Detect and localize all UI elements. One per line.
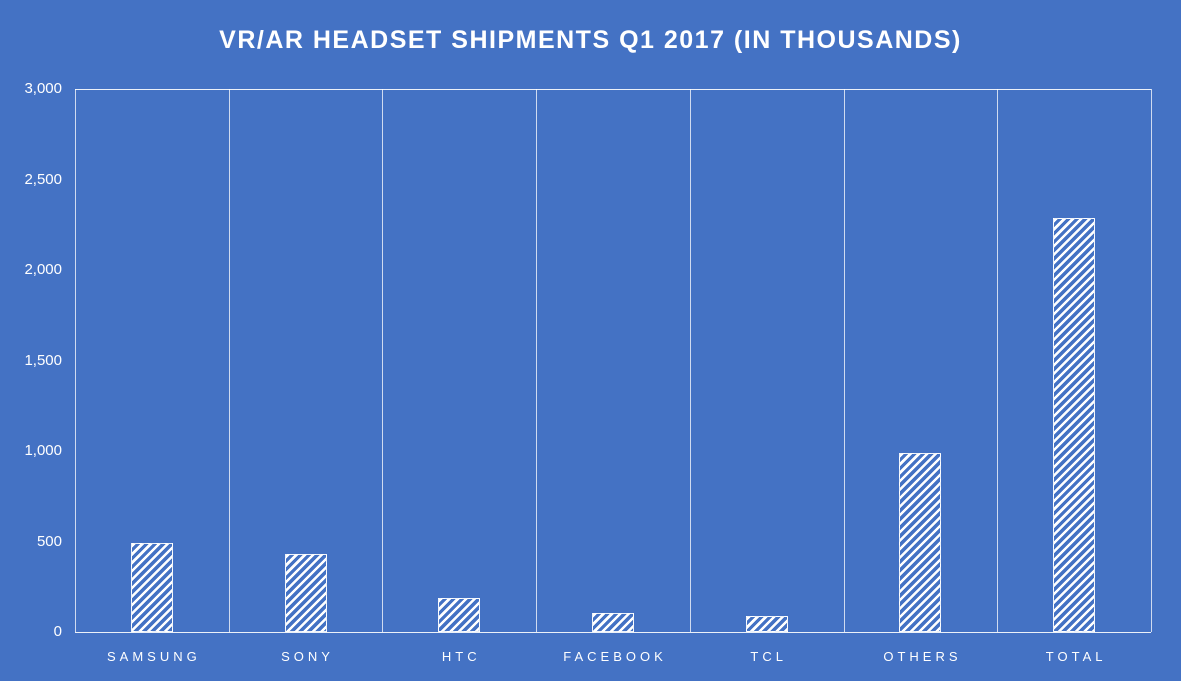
gridline-vertical (382, 89, 384, 632)
gridline-vertical (843, 89, 845, 632)
y-axis-tick-label: 1,000 (24, 442, 62, 459)
gridline-top (75, 89, 1151, 90)
bar-others (899, 453, 941, 632)
y-axis-tick-label: 3,000 (24, 80, 62, 97)
gridline-vertical (1151, 89, 1152, 632)
x-axis-category-label: TCL (750, 649, 787, 664)
gridline-vertical (228, 89, 230, 632)
y-axis-tick-label: 0 (53, 623, 62, 640)
y-axis-tick-label: 2,500 (24, 170, 62, 188)
x-axis-line (75, 632, 1151, 633)
x-axis-category-label: FACEBOOK (563, 649, 667, 664)
y-axis-tick-label: 500 (36, 532, 62, 550)
bar-samsung (131, 543, 173, 632)
bar-tcl (746, 616, 788, 632)
y-axis-tick-label: 2,000 (24, 261, 62, 278)
bar-sony (285, 554, 327, 632)
gridline-vertical (997, 89, 999, 632)
gridline-vertical (75, 89, 76, 632)
x-axis-category-label: SAMSUNG (106, 649, 201, 664)
x-axis-category-label: OTHERS (883, 649, 962, 664)
y-axis-tick-label: 1,500 (24, 351, 62, 369)
x-axis-category-label: HTC (441, 649, 481, 664)
x-axis-category-label: SONY (281, 649, 334, 664)
gridline-vertical (689, 89, 691, 632)
chart-title: VR/AR HEADSET SHIPMENTS Q1 2017 (IN THOU… (219, 26, 962, 54)
bar-total (1053, 218, 1095, 632)
gridline-vertical (536, 89, 538, 632)
bar-htc (438, 598, 480, 632)
bar-facebook (592, 613, 634, 632)
x-axis-category-label: TOTAL (1045, 649, 1107, 664)
